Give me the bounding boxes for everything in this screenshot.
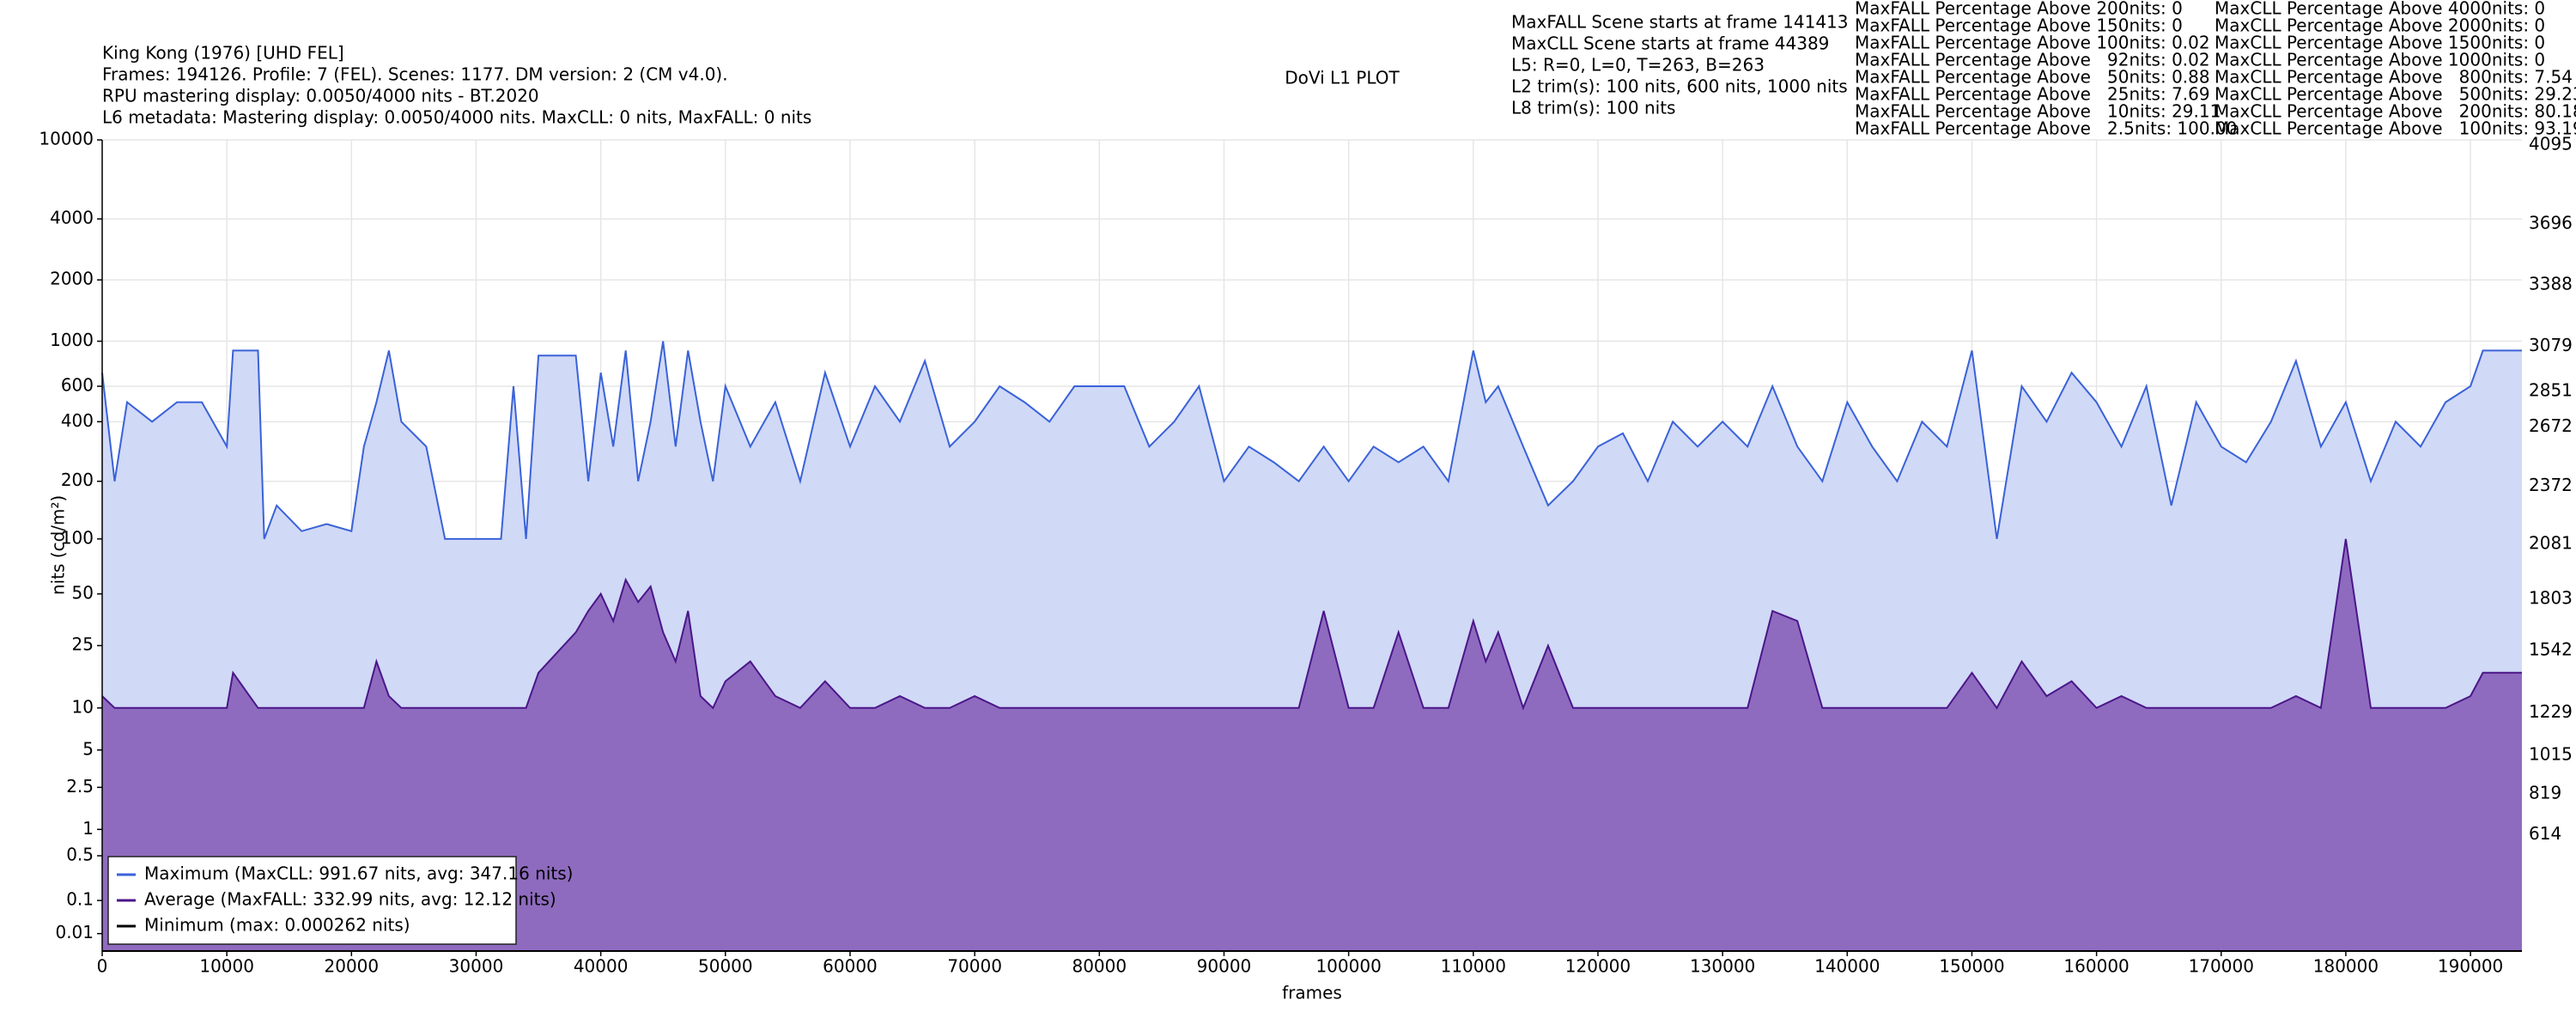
x-tick-label: 140000 — [1814, 956, 1880, 977]
x-tick-label: 50000 — [698, 956, 753, 977]
y-tick-label: 10000 — [39, 129, 94, 149]
x-tick-label: 130000 — [1690, 956, 1755, 977]
series-line — [101, 341, 2522, 540]
y2-tick-label: 2372 — [2529, 475, 2573, 495]
y2-tick-label: 2851 — [2529, 380, 2573, 401]
y-tick-label: 2.5 — [66, 776, 94, 797]
y-tick-label: 4000 — [50, 208, 94, 228]
y2-tick-label: 2672 — [2529, 415, 2573, 436]
x-tick-label: 120000 — [1565, 956, 1631, 977]
legend-label: Minimum (max: 0.000262 nits) — [144, 915, 410, 936]
area-fill — [102, 538, 2522, 951]
y-tick-label: 0.1 — [66, 889, 94, 910]
y-tick-label: 400 — [61, 410, 94, 431]
x-axis-label: frames — [1282, 983, 1342, 1003]
info-text: MaxFALL Percentage Above 10nits: 29.11 — [1855, 101, 2221, 122]
y-tick-label: 25 — [72, 634, 94, 655]
info-text: Frames: 194126. Profile: 7 (FEL). Scenes… — [102, 64, 728, 85]
x-tick-label: 180000 — [2313, 956, 2379, 977]
y-tick-label: 600 — [61, 375, 94, 396]
y-tick-label: 10 — [72, 696, 94, 717]
info-text: L6 metadata: Mastering display: 0.0050/4… — [102, 107, 811, 128]
y2-tick-label: 3079 — [2529, 335, 2573, 355]
y2-tick-label: 2081 — [2529, 532, 2573, 553]
info-text: King Kong (1976) [UHD FEL] — [102, 43, 344, 64]
legend-box — [107, 856, 517, 945]
x-tick-label: 170000 — [2189, 956, 2254, 977]
y2-tick-label: 4095 — [2529, 134, 2573, 154]
y2-tick-label: 3696 — [2529, 213, 2573, 233]
info-text: MaxFALL Percentage Above 100nits: 0.02 — [1855, 33, 2210, 53]
info-text: MaxCLL Percentage Above 4000nits: 0 — [2215, 0, 2545, 19]
legend-label: Maximum (MaxCLL: 991.67 nits, avg: 347.1… — [144, 863, 573, 884]
x-tick-label: 150000 — [1939, 956, 2004, 977]
info-text: MaxFALL Percentage Above 200nits: 0 — [1855, 0, 2183, 19]
info-text: MaxCLL Percentage Above 1000nits: 0 — [2215, 50, 2545, 70]
y2-tick-label: 1803 — [2529, 587, 2573, 608]
x-tick-label: 100000 — [1315, 956, 1381, 977]
y-tick-label: 1000 — [50, 330, 94, 350]
info-text: MaxFALL Scene starts at frame 141413 — [1511, 12, 1849, 33]
y-tick-label: 5 — [82, 738, 94, 759]
info-text: MaxCLL Percentage Above 200nits: 80.18 — [2215, 101, 2576, 122]
x-tick-label: 190000 — [2438, 956, 2503, 977]
info-text: L2 trim(s): 100 nits, 600 nits, 1000 nit… — [1511, 76, 1848, 97]
x-tick-label: 10000 — [199, 956, 254, 977]
x-tick-label: 0 — [97, 956, 108, 977]
info-text: MaxFALL Percentage Above 92nits: 0.02 — [1855, 50, 2210, 70]
y-tick-label: 100 — [61, 527, 94, 548]
y2-tick-label: 3388 — [2529, 274, 2573, 294]
chart-title: DoVi L1 PLOT — [1285, 68, 1400, 88]
x-tick-label: 80000 — [1072, 956, 1127, 977]
info-text: L5: R=0, L=0, T=263, B=263 — [1511, 55, 1765, 76]
x-tick-label: 60000 — [823, 956, 878, 977]
x-tick-label: 30000 — [449, 956, 504, 977]
y2-tick-label: 1229 — [2529, 701, 2573, 722]
info-text: RPU mastering display: 0.0050/4000 nits … — [102, 86, 539, 106]
y-tick-label: 50 — [72, 582, 94, 603]
x-tick-label: 160000 — [2063, 956, 2129, 977]
info-text: MaxFALL Percentage Above 2.5nits: 100.00 — [1855, 118, 2237, 139]
info-text: MaxFALL Percentage Above 50nits: 0.88 — [1855, 67, 2210, 88]
y2-tick-label: 1542 — [2529, 639, 2573, 660]
info-text: MaxFALL Percentage Above 25nits: 7.69 — [1855, 84, 2210, 105]
y-tick-label: 2000 — [50, 269, 94, 289]
info-text: MaxCLL Percentage Above 800nits: 7.54 — [2215, 67, 2573, 88]
info-text: L8 trim(s): 100 nits — [1511, 98, 1675, 118]
x-tick-label: 70000 — [947, 956, 1002, 977]
y-tick-label: 0.01 — [55, 922, 94, 942]
info-text: MaxCLL Percentage Above 1500nits: 0 — [2215, 33, 2545, 53]
info-text: MaxCLL Percentage Above 500nits: 29.23 — [2215, 84, 2576, 105]
legend-label: Average (MaxFALL: 332.99 nits, avg: 12.1… — [144, 889, 556, 910]
series-line — [101, 538, 2522, 711]
y2-tick-label: 614 — [2529, 823, 2561, 844]
y-tick-label: 200 — [61, 470, 94, 490]
y-tick-label: 1 — [82, 818, 94, 839]
y2-tick-label: 1015 — [2529, 743, 2573, 764]
info-text: MaxCLL Scene starts at frame 44389 — [1511, 33, 1829, 54]
x-tick-label: 110000 — [1441, 956, 1506, 977]
info-text: MaxCLL Percentage Above 2000nits: 0 — [2215, 15, 2545, 36]
x-tick-label: 40000 — [574, 956, 629, 977]
y-axis-label: nits (cd/m²) — [48, 495, 69, 595]
y2-tick-label: 819 — [2529, 783, 2561, 803]
info-text: MaxFALL Percentage Above 150nits: 0 — [1855, 15, 2183, 36]
y-tick-label: 0.5 — [66, 845, 94, 865]
info-text: MaxCLL Percentage Above 100nits: 93.19 — [2215, 118, 2576, 139]
x-tick-label: 90000 — [1197, 956, 1252, 977]
x-tick-label: 20000 — [325, 956, 380, 977]
